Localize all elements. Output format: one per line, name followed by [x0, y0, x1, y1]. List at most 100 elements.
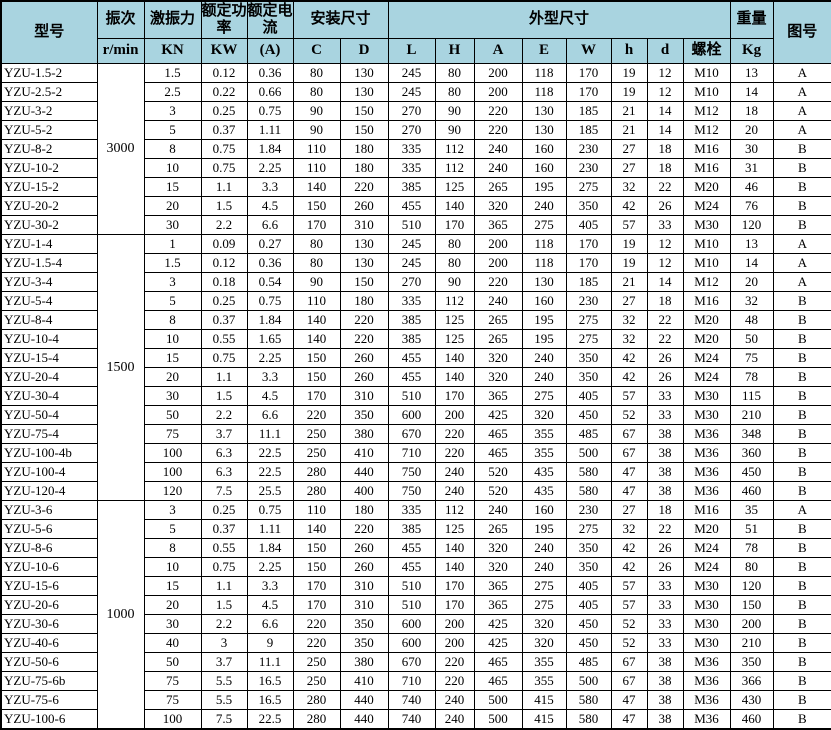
model-cell: YZU-5-6: [0, 519, 98, 539]
value-cell: 260: [339, 196, 389, 216]
value-cell: 670: [387, 652, 436, 672]
header-col-h: h: [610, 38, 648, 64]
value-cell: 40: [143, 633, 202, 653]
value-cell: M30: [682, 405, 731, 425]
value-cell: 0.12: [200, 253, 248, 273]
value-cell: 195: [521, 177, 567, 197]
value-cell: M30: [682, 215, 731, 235]
value-cell: 170: [565, 63, 612, 83]
value-cell: 185: [565, 272, 612, 292]
value-cell: 0.25: [200, 500, 248, 520]
value-cell: M10: [682, 253, 731, 273]
value-cell: 170: [292, 386, 341, 406]
value-cell: 90: [434, 101, 475, 121]
value-cell: 348: [729, 424, 774, 444]
value-cell: 240: [473, 500, 523, 520]
value-cell: B: [772, 310, 831, 330]
value-cell: 5.5: [200, 690, 248, 710]
table-row: YZU-1.5-2 3000 1.5 0.12 0.36 80 130 245 80 200 118…: [0, 63, 831, 235]
value-cell: M30: [682, 614, 731, 634]
value-cell: 280: [292, 690, 341, 710]
value-cell: 5: [143, 519, 202, 539]
value-cell: 280: [292, 481, 341, 501]
value-cell: 80: [292, 82, 341, 102]
value-cell: 4.5: [246, 386, 294, 406]
value-cell: 100: [143, 443, 202, 463]
value-cell: 250: [292, 424, 341, 444]
value-cell: M12: [682, 272, 731, 292]
value-cell: 57: [610, 595, 648, 615]
value-cell: 310: [339, 215, 389, 235]
value-cell: 140: [292, 310, 341, 330]
value-cell: 12: [646, 63, 684, 83]
value-cell: 405: [565, 595, 612, 615]
value-cell: 425: [473, 614, 523, 634]
table-row: YZU-8-6 8 0.55 1.84 150 260 455 140 320 240 350 42 2…: [0, 538, 831, 558]
model-cell: YZU-20-4: [0, 367, 98, 387]
value-cell: B: [772, 291, 831, 311]
value-cell: 90: [292, 101, 341, 121]
value-cell: 465: [473, 424, 523, 444]
value-cell: 265: [473, 519, 523, 539]
value-cell: 750: [387, 462, 436, 482]
value-cell: 350: [729, 652, 774, 672]
value-cell: 100: [143, 462, 202, 482]
value-cell: 200: [473, 234, 523, 254]
value-cell: 185: [565, 101, 612, 121]
model-cell: YZU-1-4: [0, 234, 98, 254]
value-cell: 240: [521, 196, 567, 216]
value-cell: 13: [729, 234, 774, 254]
value-cell: 350: [339, 405, 389, 425]
model-cell: YZU-30-6: [0, 614, 98, 634]
value-cell: 80: [292, 63, 341, 83]
value-cell: 520: [473, 462, 523, 482]
value-cell: 22: [646, 519, 684, 539]
value-cell: 425: [473, 633, 523, 653]
value-cell: 1.5: [143, 63, 202, 83]
value-cell: 11.1: [246, 652, 294, 672]
model-cell: YZU-3-6: [0, 500, 98, 520]
value-cell: 245: [387, 63, 436, 83]
model-cell: YZU-30-2: [0, 215, 98, 235]
value-cell: M36: [682, 671, 731, 691]
value-cell: 320: [473, 538, 523, 558]
header-frequency-unit: r/min: [96, 38, 145, 64]
value-cell: 170: [292, 595, 341, 615]
value-cell: 220: [292, 614, 341, 634]
value-cell: 42: [610, 348, 648, 368]
value-cell: 1.5: [200, 595, 248, 615]
header-col-E: E: [521, 38, 567, 64]
value-cell: 150: [292, 196, 341, 216]
value-cell: 42: [610, 538, 648, 558]
value-cell: 112: [434, 158, 475, 178]
value-cell: M16: [682, 158, 731, 178]
value-cell: 710: [387, 443, 436, 463]
value-cell: 365: [473, 386, 523, 406]
value-cell: 1.84: [246, 139, 294, 159]
value-cell: 67: [610, 424, 648, 444]
value-cell: 0.12: [200, 63, 248, 83]
value-cell: 240: [521, 557, 567, 577]
value-cell: 310: [339, 595, 389, 615]
value-cell: 27: [610, 291, 648, 311]
value-cell: 320: [521, 633, 567, 653]
value-cell: 220: [473, 272, 523, 292]
value-cell: 600: [387, 614, 436, 634]
value-cell: 0.18: [200, 272, 248, 292]
value-cell: 21: [610, 101, 648, 121]
value-cell: 110: [292, 291, 341, 311]
value-cell: 220: [292, 633, 341, 653]
value-cell: 220: [473, 120, 523, 140]
value-cell: 410: [339, 443, 389, 463]
value-cell: 240: [434, 481, 475, 501]
value-cell: 275: [565, 177, 612, 197]
value-cell: 245: [387, 253, 436, 273]
value-cell: 150: [292, 348, 341, 368]
value-cell: 170: [434, 215, 475, 235]
value-cell: 30: [143, 614, 202, 634]
value-cell: 2.5: [143, 82, 202, 102]
value-cell: 405: [565, 386, 612, 406]
value-cell: 30: [143, 215, 202, 235]
value-cell: M10: [682, 82, 731, 102]
value-cell: B: [772, 652, 831, 672]
